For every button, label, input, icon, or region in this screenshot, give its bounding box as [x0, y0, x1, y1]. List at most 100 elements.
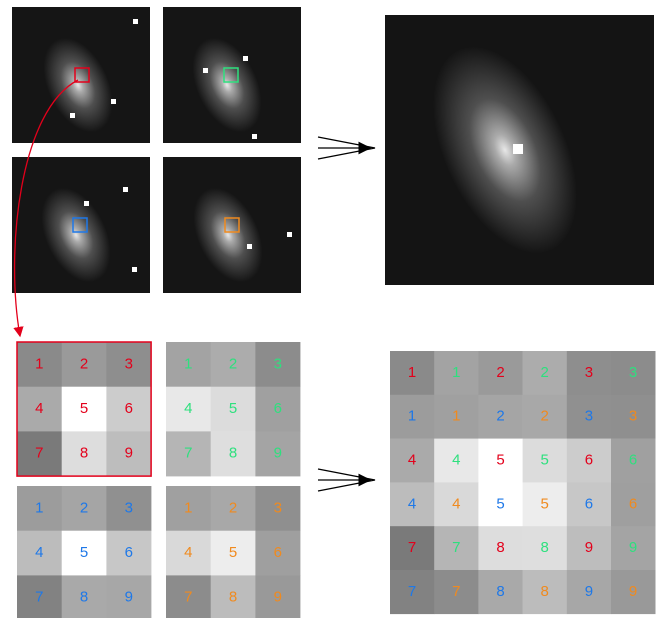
combined-cell — [611, 438, 656, 483]
cell-label: 5 — [229, 400, 237, 417]
grid-cell — [106, 575, 152, 618]
combined-label: 6 — [629, 495, 637, 512]
grid-cell — [255, 530, 301, 576]
combined-label: 4 — [408, 451, 416, 468]
combined-label: 7 — [408, 539, 416, 556]
star — [203, 68, 208, 73]
combined-cell — [566, 394, 612, 439]
cell-label: 9 — [125, 589, 133, 606]
cell-label: 7 — [184, 445, 192, 462]
cell-label: 5 — [229, 544, 237, 561]
cell-label: 6 — [125, 544, 133, 561]
cell-label: 2 — [80, 355, 88, 372]
combined-cell — [522, 438, 568, 483]
combined-cell — [434, 438, 479, 483]
grid-cell — [106, 386, 152, 432]
combined-label: 2 — [496, 364, 504, 381]
combined-label: 3 — [585, 364, 593, 381]
combined-label: 8 — [496, 583, 504, 600]
combined-label: 8 — [541, 539, 549, 556]
grid-cell — [166, 575, 211, 618]
grid-cell — [210, 431, 256, 477]
cell-label: 8 — [229, 445, 237, 462]
cell-label: 2 — [229, 355, 237, 372]
combined-label: 9 — [629, 539, 637, 556]
combined-label: 7 — [452, 539, 460, 556]
grid-cell — [61, 575, 107, 618]
combined-cell — [434, 526, 479, 571]
galaxy — [43, 37, 113, 133]
combined-label: 9 — [585, 539, 593, 556]
pixel-box — [74, 67, 90, 83]
images — [12, 7, 654, 293]
combined-label: 5 — [496, 451, 504, 468]
grid-cell — [17, 575, 62, 618]
combined-cell — [566, 482, 612, 527]
combined-cell — [390, 526, 435, 571]
cell-label: 5 — [80, 544, 88, 561]
combined-label: 3 — [629, 364, 637, 381]
cell-label: 9 — [274, 589, 282, 606]
combined-label: 1 — [408, 408, 416, 425]
cell-label: 8 — [80, 445, 88, 462]
grid-cell — [166, 386, 211, 432]
combined-label: 7 — [408, 583, 416, 600]
combined-label: 5 — [496, 495, 504, 512]
cell-label: 4 — [184, 544, 192, 561]
combined-cell — [434, 482, 479, 527]
grid-cell — [255, 575, 301, 618]
combined-cell — [390, 394, 435, 439]
combined-cell — [478, 526, 523, 571]
combined-cell — [566, 526, 612, 571]
combined-label: 2 — [541, 364, 549, 381]
cell-label: 7 — [35, 589, 43, 606]
combined-label: 4 — [452, 495, 460, 512]
combined-cell — [434, 570, 479, 615]
pixel-box — [224, 217, 240, 233]
grid-cell — [106, 342, 152, 387]
combined-label: 1 — [452, 364, 460, 381]
core — [513, 144, 523, 154]
star — [243, 56, 248, 61]
cell-label: 1 — [35, 355, 43, 372]
combined-cell — [566, 438, 612, 483]
pixel-box — [223, 67, 239, 83]
grid-cell — [61, 431, 107, 477]
link-arrow — [13, 79, 79, 338]
cell-label: 6 — [274, 544, 282, 561]
combined-label: 2 — [496, 408, 504, 425]
combined-cell — [478, 351, 523, 396]
combined-label: 1 — [408, 364, 416, 381]
arrow — [317, 136, 376, 492]
star — [133, 19, 138, 24]
grids: 1 2 3 4 5 6 7 8 9 1 2 3 4 5 6 7 8 9 1 2 3 4 5 6 7 8 9 1 2 3 4 5 6 7 8 9 1 1 2 2… — [16, 341, 656, 618]
combined-label: 6 — [585, 495, 593, 512]
combined-label: 7 — [452, 583, 460, 600]
grid-cell — [106, 431, 152, 477]
cell-label: 3 — [125, 355, 133, 372]
pixel-box — [72, 217, 88, 233]
cell-label: 3 — [274, 355, 282, 372]
star — [287, 232, 292, 237]
combined-cell — [566, 351, 612, 396]
selected-border — [16, 341, 152, 477]
cell-label: 3 — [274, 499, 282, 516]
grid-cell — [210, 530, 256, 576]
grid-cell — [255, 431, 301, 477]
grid-cell — [61, 530, 107, 576]
star — [247, 244, 252, 249]
cell-label: 4 — [35, 400, 43, 417]
combined-label: 6 — [629, 451, 637, 468]
cell-label: 1 — [184, 499, 192, 516]
combined-cell — [611, 482, 656, 527]
galaxy — [193, 187, 263, 283]
combined-label: 1 — [452, 408, 460, 425]
combined-cell — [478, 570, 523, 615]
combined-cell — [390, 438, 435, 483]
combined-cell — [522, 394, 568, 439]
grid-cell — [17, 530, 62, 576]
star — [70, 113, 75, 118]
combined-label: 2 — [541, 408, 549, 425]
grid-cell — [210, 486, 256, 531]
